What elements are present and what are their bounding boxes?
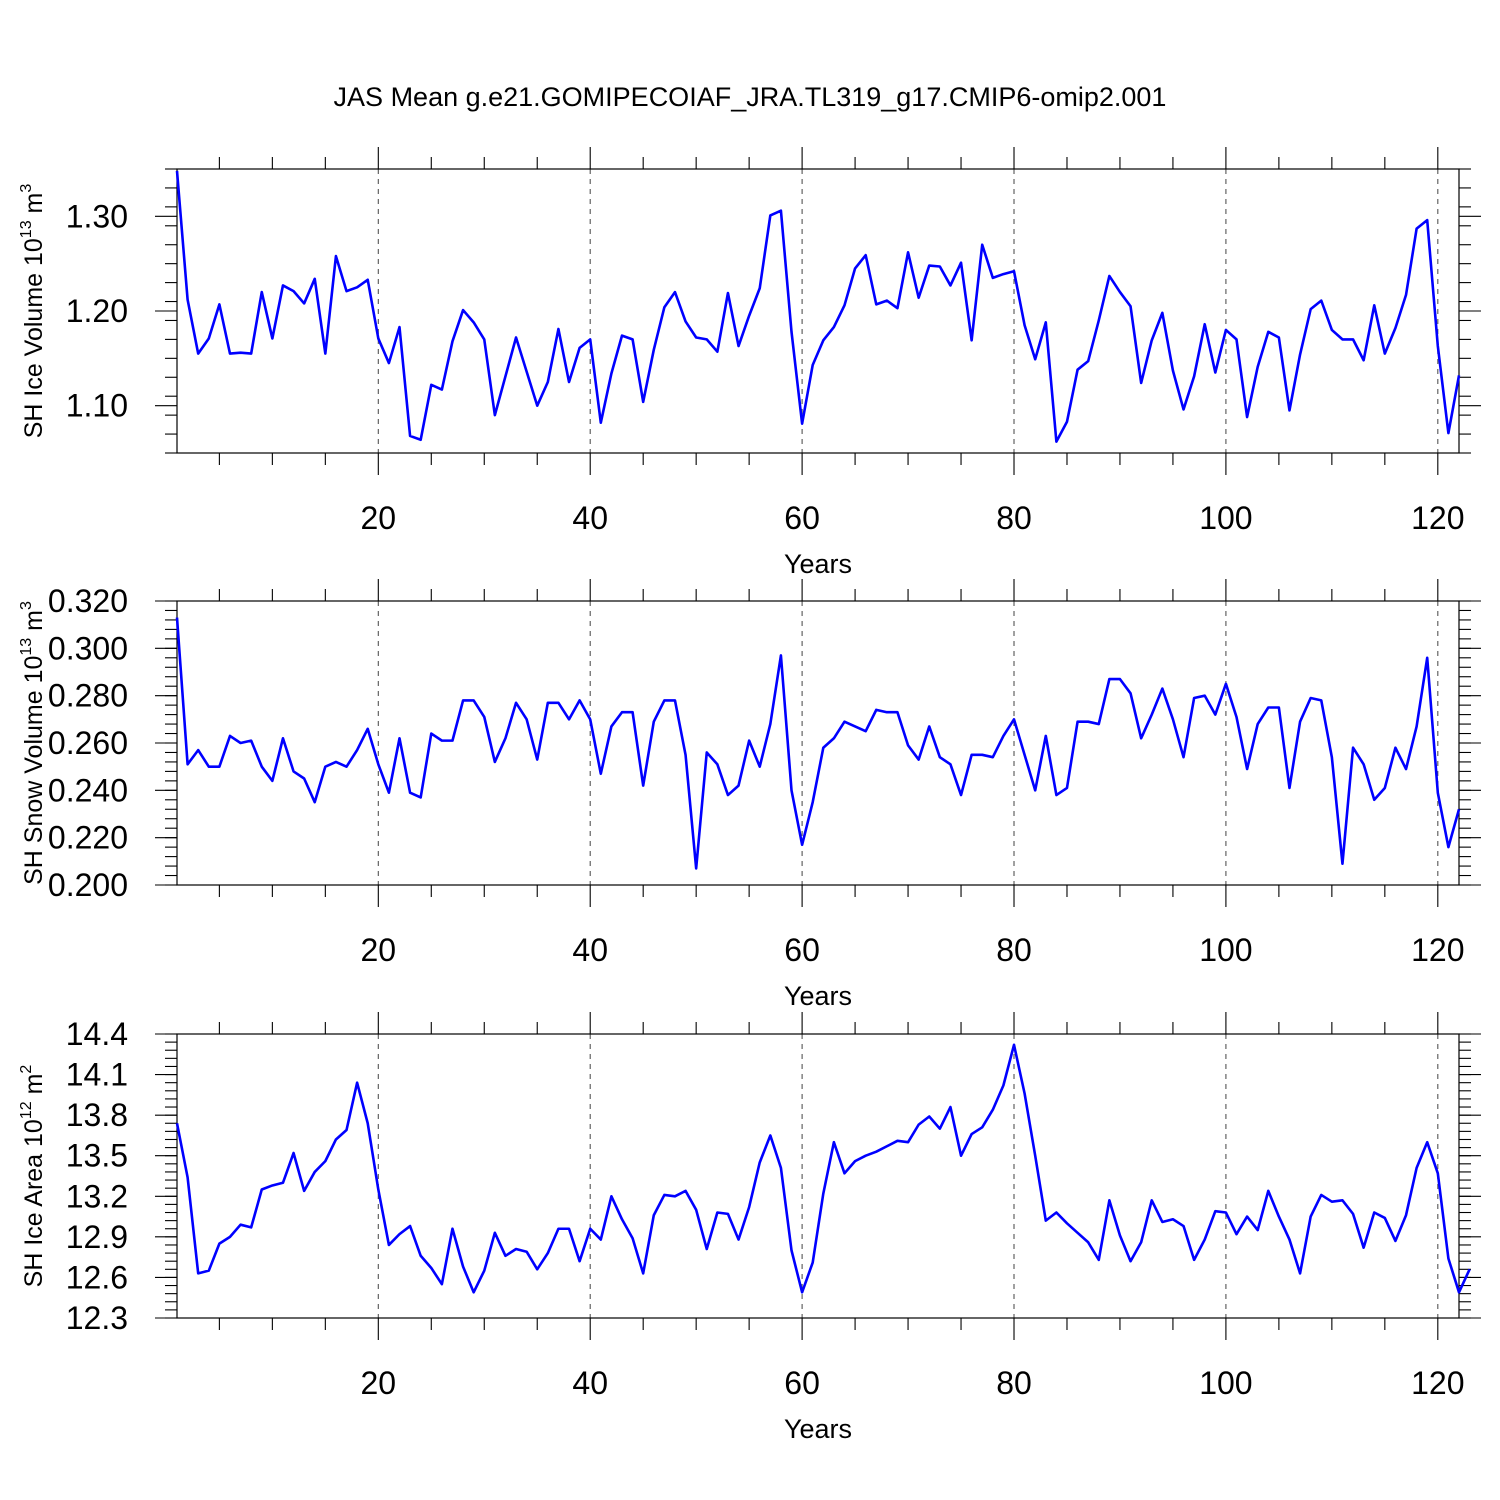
y-tick-label-14.1: 14.1 — [66, 1057, 128, 1093]
y-tick-label-0.280: 0.280 — [48, 678, 128, 714]
y-tick-label-1.30: 1.30 — [66, 198, 128, 234]
x-tick-label-40: 40 — [572, 1365, 608, 1401]
y-axis-label: SH Snow Volume 1013 m3 — [18, 601, 48, 885]
x-axis-label: Years — [784, 981, 852, 1011]
panel-snow-volume: 20 40 60 80 100 120 Years 0.200 0.220 0.240 0.260 0… — [18, 579, 1481, 1011]
x-tick-label-100: 100 — [1199, 500, 1252, 536]
x-tick-label-120: 120 — [1411, 500, 1464, 536]
x-tick-label-20: 20 — [361, 932, 397, 968]
x-tick-label-80: 80 — [996, 932, 1032, 968]
y-tick-label-0.220: 0.220 — [48, 820, 128, 856]
y-axis-label-unit: m — [20, 610, 48, 638]
y-axis-label-main: SH Ice Area 10 — [20, 1119, 48, 1287]
y-tick-label-13.5: 13.5 — [66, 1138, 128, 1174]
x-tick-label-60: 60 — [784, 932, 820, 968]
series-line-snow-volume — [175, 617, 1461, 870]
y-axis-label: SH Ice Volume 1013 m3 — [18, 184, 48, 439]
series-line-ice-area — [175, 1043, 1471, 1294]
y-tick-label-14.4: 14.4 — [66, 1016, 128, 1052]
x-tick-label-100: 100 — [1199, 932, 1252, 968]
y-axis-label-unit-exponent: 3 — [18, 601, 35, 610]
y-axis-label-unit: m — [20, 193, 48, 221]
y-axis-label: SH Ice Area 1012 m2 — [18, 1065, 48, 1288]
x-tick-label-80: 80 — [996, 500, 1032, 536]
y-tick-label-0.320: 0.320 — [48, 583, 128, 619]
x-tick-label-100: 100 — [1199, 1365, 1252, 1401]
y-axis-label-main: SH Snow Volume 10 — [20, 656, 48, 885]
x-tick-label-40: 40 — [572, 500, 608, 536]
y-axis-label-exponent: 13 — [18, 638, 35, 656]
panel-ice-volume: 20 40 60 80 100 120 Years 1.10 1.20 1.30 SH Ice Vo… — [18, 147, 1481, 579]
x-tick-label-20: 20 — [361, 500, 397, 536]
y-axis-label-unit-exponent: 3 — [18, 184, 35, 193]
plot-frame — [176, 1033, 1460, 1319]
x-tick-label-120: 120 — [1411, 932, 1464, 968]
x-tick-label-120: 120 — [1411, 1365, 1464, 1401]
y-tick-label-12.3: 12.3 — [66, 1300, 128, 1336]
y-tick-label-0.240: 0.240 — [48, 772, 128, 808]
y-axis-label-unit: m — [20, 1074, 48, 1102]
panel-ice-area: 20 40 60 80 100 120 Years 12.3 12.6 12.9 13.2 13.5 1… — [18, 1012, 1481, 1444]
y-tick-label-13.2: 13.2 — [66, 1178, 128, 1214]
y-tick-label-0.300: 0.300 — [48, 630, 128, 666]
x-tick-label-40: 40 — [572, 932, 608, 968]
series-line-ice-volume — [175, 170, 1461, 443]
y-tick-label-12.9: 12.9 — [66, 1219, 128, 1255]
y-tick-label-0.200: 0.200 — [48, 867, 128, 903]
y-axis-label-exponent: 13 — [18, 220, 35, 238]
y-tick-label-1.20: 1.20 — [66, 293, 128, 329]
x-tick-label-20: 20 — [361, 1365, 397, 1401]
panels: 20 40 60 80 100 120 Years 1.10 1.20 1.30 SH Ice Vo… — [18, 147, 1481, 1444]
plot-frame — [176, 600, 1460, 886]
x-axis-label: Years — [784, 1414, 852, 1444]
x-axis-label: Years — [784, 549, 852, 579]
x-tick-label-80: 80 — [996, 1365, 1032, 1401]
y-axis-label-exponent: 12 — [18, 1101, 35, 1119]
figure-title: JAS Mean g.e21.GOMIPECOIAF_JRA.TL319_g17… — [334, 82, 1167, 112]
y-tick-label-0.260: 0.260 — [48, 725, 128, 761]
y-tick-label-13.8: 13.8 — [66, 1097, 128, 1133]
y-tick-label-12.6: 12.6 — [66, 1259, 128, 1295]
y-tick-label-1.10: 1.10 — [66, 388, 128, 424]
x-tick-label-60: 60 — [784, 1365, 820, 1401]
plot-frame — [176, 168, 1460, 454]
y-axis-label-unit-exponent: 2 — [18, 1065, 35, 1074]
y-axis-label-main: SH Ice Volume 10 — [20, 238, 48, 438]
x-tick-label-60: 60 — [784, 500, 820, 536]
